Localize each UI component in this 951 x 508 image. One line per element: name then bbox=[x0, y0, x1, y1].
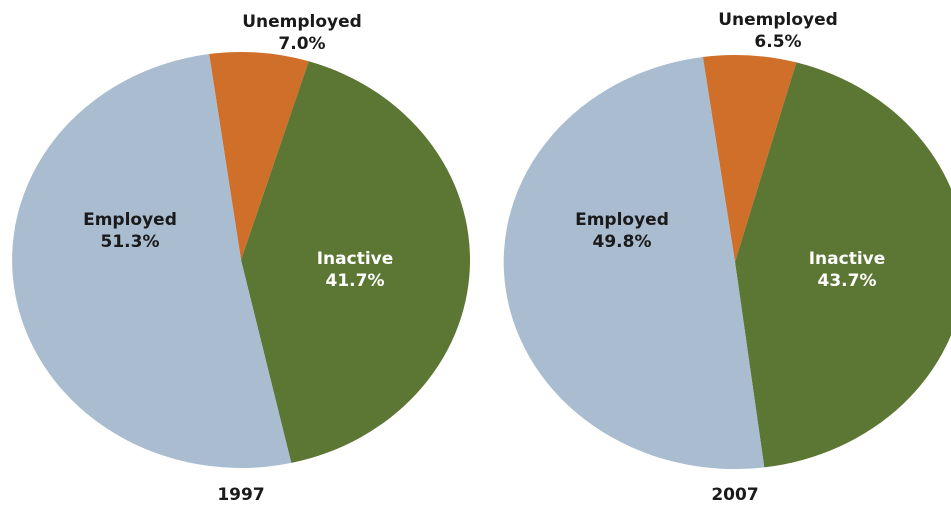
label-inactive-value: 41.7% bbox=[326, 271, 385, 291]
label-employed-name: Employed bbox=[575, 210, 669, 230]
pie-title-year: 1997 bbox=[217, 485, 264, 505]
slice-employed bbox=[12, 54, 292, 468]
slice-inactive bbox=[241, 61, 471, 463]
label-inactive-name: Inactive bbox=[809, 249, 886, 269]
label-employed-value: 51.3% bbox=[101, 232, 160, 252]
pie-1997: Unemployed 7.0% Employed 51.3% Inactive … bbox=[12, 12, 471, 505]
slice-employed bbox=[503, 57, 765, 470]
label-inactive-name: Inactive bbox=[317, 249, 394, 269]
pie-2007: Unemployed 6.5% Employed 49.8% Inactive … bbox=[503, 10, 951, 505]
label-employed-value: 49.8% bbox=[593, 232, 652, 252]
label-unemployed-name: Unemployed bbox=[718, 10, 838, 30]
label-inactive-value: 43.7% bbox=[818, 271, 877, 291]
slice-unemployed bbox=[702, 54, 797, 263]
label-unemployed-name: Unemployed bbox=[242, 12, 362, 32]
label-unemployed-value: 7.0% bbox=[278, 34, 325, 54]
slice-unemployed bbox=[209, 51, 309, 261]
label-employed-name: Employed bbox=[83, 210, 177, 230]
pie-title-year: 2007 bbox=[711, 485, 758, 505]
slice-inactive bbox=[735, 62, 951, 468]
label-unemployed-value: 6.5% bbox=[754, 32, 801, 52]
